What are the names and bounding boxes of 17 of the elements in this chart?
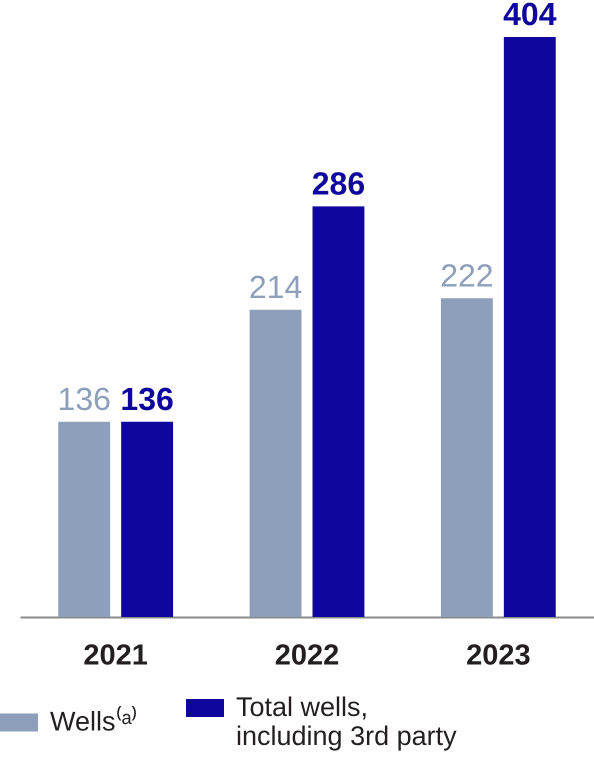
data-label: 404 xyxy=(503,0,557,32)
bar xyxy=(312,206,364,617)
data-label: 214 xyxy=(248,268,302,305)
x-tick-label: 2023 xyxy=(466,640,531,672)
data-label: 286 xyxy=(312,165,366,202)
bar xyxy=(121,422,174,617)
bar xyxy=(440,298,493,617)
bar xyxy=(250,310,302,617)
data-label: 222 xyxy=(440,257,494,294)
data-label: 136 xyxy=(120,380,174,417)
bar xyxy=(58,422,110,617)
legend-label: Wells⁽ᵃ⁾ xyxy=(50,706,138,736)
x-tick-label: 2022 xyxy=(274,640,340,672)
bar xyxy=(504,37,556,617)
data-label: 136 xyxy=(58,380,111,417)
legend-label: Total wells, including 3rd party xyxy=(236,692,458,751)
x-tick-label: 2021 xyxy=(83,640,148,672)
